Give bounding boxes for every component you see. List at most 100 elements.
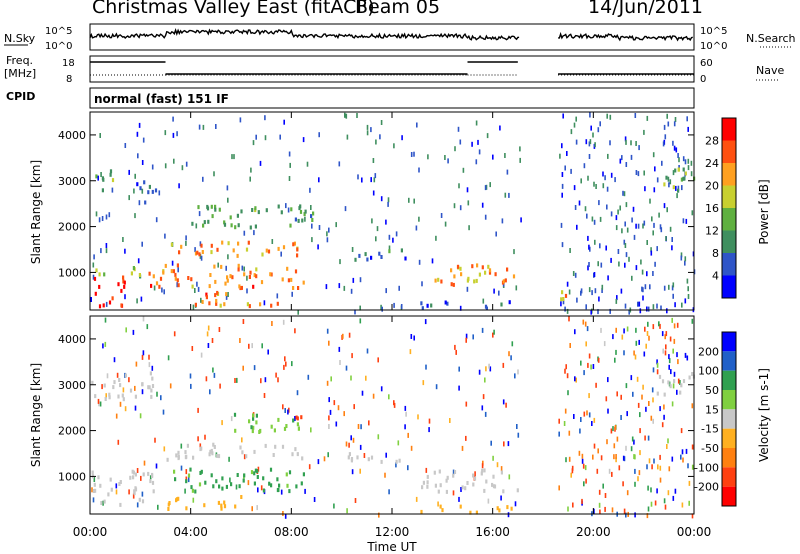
region-cell — [679, 390, 682, 395]
scatter-cell — [589, 139, 592, 145]
region-cell — [684, 171, 687, 176]
region-cell — [253, 273, 256, 278]
scatter-cell — [500, 466, 503, 472]
scatter-cell — [586, 326, 589, 332]
scatter-cell — [651, 216, 653, 222]
nsearch-tick-bottom: 10^0 — [700, 41, 727, 52]
scatter-cell — [328, 397, 330, 403]
scatter-cell — [401, 135, 403, 141]
region-cell — [500, 302, 503, 307]
region-cell — [120, 288, 123, 293]
scatter-cell — [128, 489, 130, 495]
scatter-cell — [393, 402, 396, 408]
region-cell — [663, 182, 666, 187]
region-cell — [452, 473, 455, 478]
colorbar-tick-label: 100 — [698, 365, 719, 378]
region-cell — [223, 500, 226, 505]
scatter-cell — [372, 190, 375, 196]
scatter-cell — [570, 129, 573, 135]
scatter-cell — [162, 409, 165, 415]
scatter-cell — [484, 377, 486, 383]
scatter-cell — [106, 373, 109, 379]
region-cell — [216, 453, 219, 458]
scatter-cell — [263, 300, 266, 306]
scatter-cell — [452, 490, 455, 496]
scatter-cell — [357, 174, 359, 180]
scatter-cell — [173, 158, 175, 164]
region-cell — [272, 453, 275, 457]
region-cell — [129, 388, 133, 393]
scatter-cell — [580, 178, 582, 184]
scatter-cell — [135, 361, 138, 367]
region-cell — [122, 279, 125, 284]
region-cell — [207, 219, 210, 224]
region-cell — [220, 264, 223, 269]
region-cell — [269, 467, 273, 472]
colorbar-swatch — [722, 467, 736, 487]
scatter-cell — [646, 271, 648, 277]
colorbar-tick-label: -15 — [701, 423, 719, 436]
scatter-cell — [648, 335, 650, 341]
scatter-cell — [435, 235, 437, 241]
scatter-cell — [243, 266, 245, 272]
scatter-cell — [681, 449, 684, 455]
region-cell — [285, 472, 288, 477]
scatter-cell — [623, 508, 626, 514]
region-cell — [292, 242, 295, 247]
region-cell — [276, 477, 279, 482]
region-cell — [119, 383, 122, 388]
scatter-cell — [151, 164, 154, 170]
scatter-cell — [296, 390, 299, 396]
scatter-cell — [593, 417, 596, 423]
colorbar-swatch — [722, 163, 736, 186]
scatter-cell — [622, 190, 624, 196]
region-cell — [108, 300, 112, 305]
scatter-cell — [585, 304, 587, 310]
scatter-cell — [461, 445, 464, 451]
scatter-cell — [180, 465, 183, 471]
scatter-cell — [337, 405, 340, 411]
scatter-cell — [488, 363, 490, 369]
scatter-cell — [489, 366, 492, 372]
region-cell — [151, 189, 154, 194]
scatter-cell — [608, 468, 611, 474]
scatter-cell — [569, 343, 571, 348]
scatter-cell — [484, 214, 487, 220]
region-cell — [656, 391, 659, 396]
scatter-cell — [634, 468, 636, 474]
scatter-cell — [667, 121, 670, 127]
scatter-cell — [590, 125, 592, 131]
region-cell — [177, 283, 180, 288]
scatter-cell — [176, 131, 178, 137]
region-cell — [294, 217, 297, 222]
region-cell — [167, 507, 170, 511]
scatter-cell — [233, 154, 235, 160]
freq-trace — [90, 61, 694, 75]
scatter-cell — [385, 452, 387, 458]
region-cell — [296, 422, 299, 427]
region-cell — [118, 378, 121, 382]
scatter-cell — [641, 394, 643, 400]
scatter-cell — [455, 349, 457, 355]
region-cell — [274, 444, 277, 449]
region-cell — [276, 488, 279, 493]
scatter-cell — [250, 167, 252, 173]
scatter-cell — [428, 418, 431, 424]
region-cell — [446, 301, 449, 306]
scatter-cell — [335, 421, 338, 427]
scatter-cell — [656, 362, 659, 368]
scatter-cell — [197, 407, 199, 413]
scatter-cell — [176, 282, 178, 288]
region-cell — [294, 269, 298, 274]
scatter-cell — [626, 490, 629, 496]
scatter-cell — [623, 239, 626, 245]
scatter-cell — [615, 225, 618, 231]
scatter-cell — [282, 404, 284, 410]
scatter-cell — [674, 488, 677, 494]
region-cell — [301, 218, 304, 223]
scatter-cell — [632, 206, 635, 212]
nsearch-tick-top: 10^5 — [700, 26, 727, 37]
scatter-cell — [514, 501, 517, 507]
scatter-cell — [625, 139, 627, 145]
y-tick-label: 1000 — [58, 470, 86, 483]
